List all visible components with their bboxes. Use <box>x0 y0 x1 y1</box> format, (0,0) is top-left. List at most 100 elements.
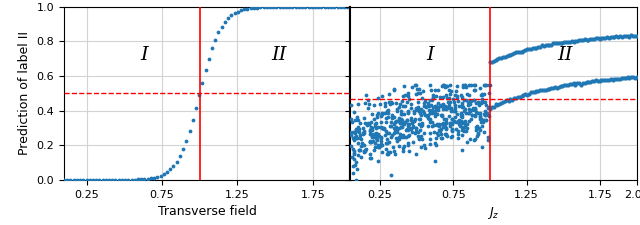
Point <box>628 34 638 38</box>
Point <box>398 134 408 137</box>
Point <box>249 6 259 10</box>
Point <box>376 144 386 148</box>
Point <box>580 38 590 41</box>
Point <box>404 122 414 126</box>
Point <box>557 84 568 88</box>
Point <box>384 140 394 143</box>
Point <box>351 129 361 133</box>
Point <box>380 133 390 137</box>
Point <box>381 137 392 141</box>
Point <box>611 34 621 38</box>
Point <box>424 99 435 102</box>
Point <box>365 125 376 129</box>
Point <box>390 120 401 123</box>
Point <box>441 120 451 124</box>
Point <box>424 83 435 87</box>
Point <box>110 178 120 182</box>
Point <box>363 121 373 125</box>
Point <box>262 5 272 9</box>
Point <box>359 143 369 146</box>
Point <box>615 77 625 80</box>
Point <box>602 78 612 82</box>
Point <box>349 138 359 142</box>
Point <box>425 142 435 146</box>
Point <box>446 135 456 139</box>
Point <box>398 149 408 153</box>
Point <box>428 95 438 99</box>
Point <box>352 167 362 171</box>
Point <box>387 115 397 118</box>
Point <box>397 135 407 139</box>
Point <box>359 117 369 120</box>
Point <box>476 101 486 105</box>
Point <box>351 128 361 132</box>
Point <box>424 131 435 135</box>
Point <box>453 130 463 133</box>
Text: I: I <box>140 46 148 64</box>
Point <box>461 85 471 89</box>
Point <box>513 50 523 54</box>
Point <box>428 94 438 97</box>
Point <box>453 119 463 123</box>
Point <box>455 124 465 128</box>
Point <box>380 111 390 115</box>
Point <box>371 115 381 119</box>
Point <box>609 77 620 81</box>
Point <box>412 87 422 90</box>
Point <box>342 5 352 9</box>
Point <box>531 46 541 50</box>
Point <box>458 105 468 108</box>
Point <box>379 127 389 131</box>
Point <box>515 50 525 54</box>
Point <box>611 77 621 80</box>
Point <box>360 121 371 125</box>
Point <box>229 11 239 15</box>
Point <box>395 103 405 106</box>
Point <box>582 81 592 84</box>
Point <box>527 90 538 94</box>
Point <box>602 35 612 39</box>
Point <box>357 141 367 145</box>
Point <box>146 176 156 180</box>
Point <box>556 41 566 45</box>
Point <box>557 41 568 44</box>
Point <box>454 122 464 126</box>
Point <box>561 83 572 87</box>
Point <box>466 83 476 87</box>
Point <box>452 94 462 98</box>
Point <box>475 115 485 118</box>
Point <box>404 133 415 137</box>
Point <box>456 111 466 115</box>
Point <box>391 137 401 140</box>
Point <box>107 178 117 182</box>
Point <box>396 112 406 116</box>
Point <box>429 109 440 113</box>
Point <box>615 34 625 38</box>
Point <box>468 106 478 110</box>
Point <box>604 78 614 82</box>
Point <box>533 89 543 93</box>
Point <box>356 137 366 141</box>
Point <box>372 113 382 116</box>
Point <box>291 5 301 9</box>
Point <box>444 115 454 118</box>
Point <box>440 104 451 108</box>
Point <box>162 170 172 174</box>
Point <box>239 8 250 11</box>
Point <box>377 126 387 130</box>
Point <box>445 121 455 125</box>
Point <box>419 105 429 108</box>
Point <box>429 130 439 134</box>
Point <box>346 130 356 134</box>
Point <box>568 82 579 85</box>
Point <box>498 101 508 104</box>
Point <box>475 129 485 132</box>
Point <box>550 86 560 89</box>
Point <box>417 96 428 99</box>
Point <box>490 58 500 62</box>
Point <box>537 88 547 92</box>
Point <box>271 5 282 9</box>
Point <box>457 121 467 124</box>
Point <box>265 5 275 9</box>
Point <box>446 106 456 109</box>
